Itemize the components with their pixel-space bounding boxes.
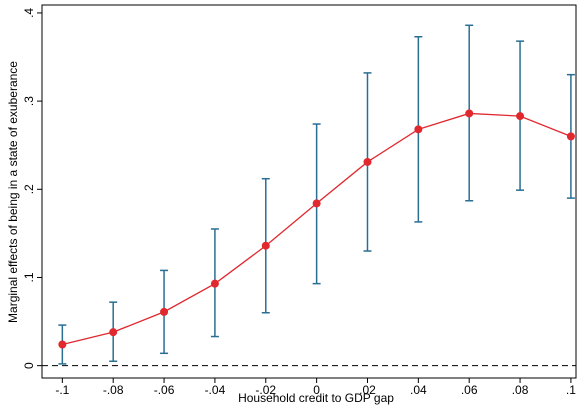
x-tick-label: -.02	[255, 383, 276, 397]
point	[109, 328, 118, 337]
x-tick-label: -.06	[154, 383, 175, 397]
y-tick-label: .1	[22, 272, 36, 282]
point	[363, 157, 372, 166]
y-tick-label: 0	[22, 362, 36, 369]
x-tick-label: .02	[359, 383, 376, 397]
y-axis-label: Marginal effects of being in a state of …	[6, 61, 20, 323]
point	[312, 199, 321, 208]
x-axis-label: Household credit to GDP gap	[238, 391, 394, 405]
point	[414, 125, 423, 134]
x-tick-label: .06	[461, 383, 478, 397]
point	[160, 307, 169, 316]
point	[566, 132, 575, 141]
point	[58, 340, 67, 349]
point	[516, 112, 525, 121]
plot-frame	[41, 4, 577, 379]
point	[261, 241, 270, 250]
y-tick-label: .3	[22, 96, 36, 106]
x-tick-label: -.08	[103, 383, 124, 397]
x-tick-label: -.04	[205, 383, 226, 397]
y-tick-label: .4	[22, 8, 36, 18]
x-tick-label: .04	[410, 383, 427, 397]
x-tick-label: -.1	[55, 383, 69, 397]
y-tick-label: .2	[22, 184, 36, 194]
x-tick-label: 0	[313, 383, 320, 397]
x-tick-label: .1	[566, 383, 576, 397]
point	[465, 109, 474, 118]
point	[210, 279, 219, 288]
x-tick-label: .08	[512, 383, 529, 397]
